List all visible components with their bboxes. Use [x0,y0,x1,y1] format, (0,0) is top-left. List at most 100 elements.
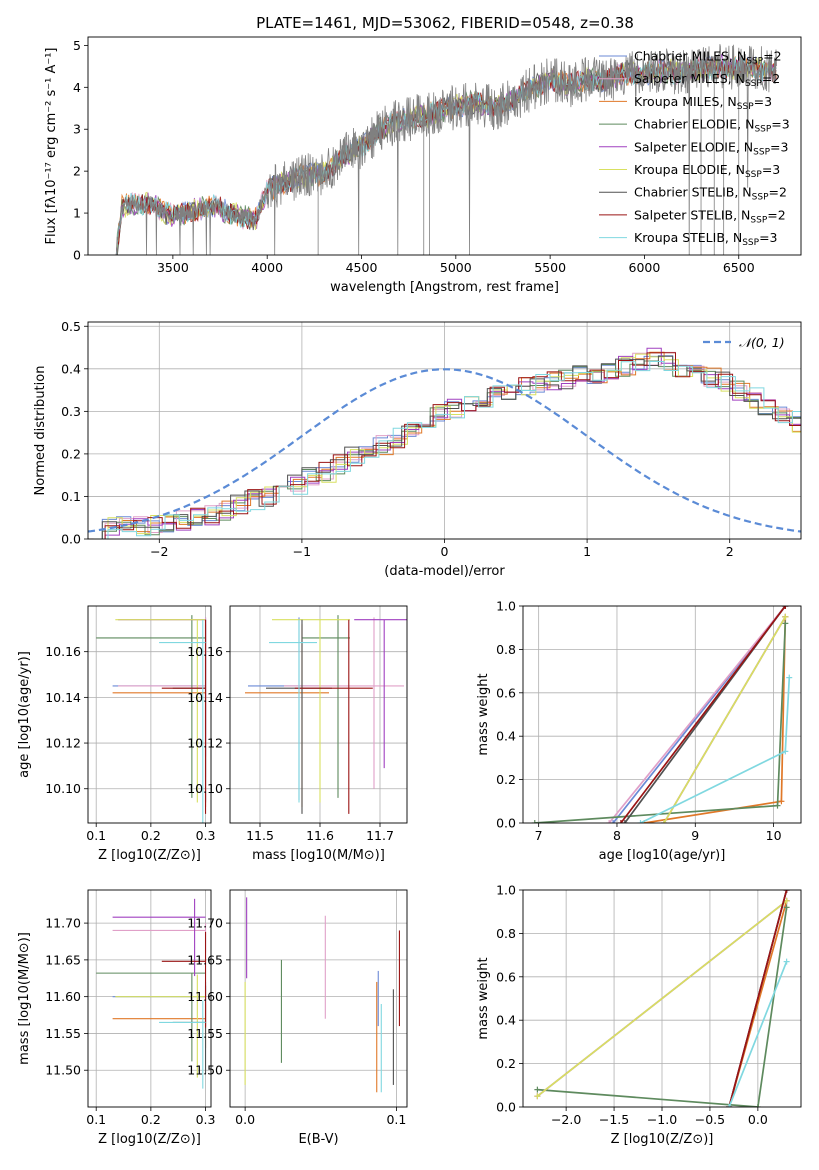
weight-line [620,606,786,823]
y-tick-label: 5 [73,38,81,53]
y-tick-label: 11.50 [187,1063,223,1078]
legend-text-tail: =2 [762,71,780,86]
y-tick-label: 0.5 [61,319,81,334]
x-tick-label: −2.0 [551,1112,581,1127]
y-tick-label: 0.0 [496,816,516,831]
y-tick-label: 11.70 [187,916,223,931]
axes-mass-vs-ebv: 0.0 0.1 11.50 11.55 11.60 11.65 11.70 E(B-V) [187,889,408,1147]
legend-text: Chabrier MILES, N [634,49,746,64]
axes-frame [229,889,408,1108]
y-tick-label: 0.8 [496,926,516,941]
x-axis-label: Z [log10(Z/Z⊙)] [98,1132,201,1147]
legend-entry: Kroupa MILES, NSSP=3 [634,94,772,112]
y-tick-label: 0.0 [496,1100,516,1115]
legend-text-tail: =2 [769,185,787,200]
x-tick-label: 0.3 [196,1112,216,1127]
y-tick-label: 1.0 [496,599,516,614]
axes-frame [229,605,408,824]
y-tick-label: 0.1 [61,489,81,504]
plot-area [115,44,777,255]
y-tick-label: 0.4 [61,361,81,376]
x-tick-label: 0.0 [235,1112,255,1127]
x-axis-label: wavelength [Angstrom, rest frame] [330,280,559,295]
legend-text-tail: =2 [763,49,781,64]
y-tick-label: 10.16 [45,644,81,659]
plot-area [245,615,407,814]
y-tick-label: 10.14 [187,690,223,705]
y-axis-label: mass weight [476,957,491,1039]
x-tick-label: 0.3 [196,828,216,843]
axes-mass-vs-Z: 0.1 0.2 0.3 11.50 11.55 11.60 11.65 11.70 Z [log… [17,889,216,1147]
legend-entry: Salpeter ELODIE, NSSP=3 [634,139,788,157]
legend-text: Chabrier STELIB, N [634,185,752,200]
legend-entry: Salpeter MILES, NSSP=2 [634,71,780,89]
plot-area [96,615,207,823]
y-axis-label: Normed distribution [33,366,48,496]
x-tick-label: −0.5 [695,1112,725,1127]
legend-entry: Kroupa STELIB, NSSP=3 [634,230,778,248]
weight-line [728,890,788,1107]
x-tick-label: 5000 [440,260,472,275]
legend-text: Salpeter ELODIE, N [634,139,753,154]
axes-residuals: −2 −1 0 1 2 0.0 0.1 0.2 0.3 0.4 0.5 (data-model)/er… [33,319,802,579]
legend-subscript: SSP [742,238,759,248]
legend-text: Kroupa MILES, N [634,94,737,109]
y-tick-label: 11.65 [45,952,81,967]
model-spectrum [115,56,777,255]
model-spectrum [115,58,777,255]
axes-spectrum: 3500 4000 4500 5000 5500 6000 6500 0 1 2 3 4 5 wavele… [44,36,802,295]
x-axis-label: age [log10(age/yr)] [599,848,726,863]
legend-entry: Salpeter STELIB, NSSP=2 [634,207,786,225]
y-tick-label: 10.10 [187,781,223,796]
y-tick-label: 1.0 [496,883,516,898]
residual-histogram [90,352,801,539]
residual-histogram [90,351,801,539]
y-tick-label: 2 [73,164,81,179]
legend-subscript: SSP [745,170,762,180]
legend-text-tail: =3 [771,117,789,132]
y-tick-label: 10.12 [187,736,223,751]
x-tick-label: 6000 [629,260,661,275]
legend-subscript: SSP [754,125,771,135]
x-tick-label: 0.1 [86,1112,106,1127]
y-axis-label: mass weight [476,673,491,755]
model-spectrum [115,56,777,255]
axes-frame [87,605,212,824]
legend-text-tail: =2 [767,207,785,222]
x-tick-label: 0.1 [386,1112,406,1127]
x-tick-label: 3500 [157,260,189,275]
legend-text: Kroupa ELODIE, N [634,162,745,177]
data-spectrum [115,44,777,255]
residual-histogram [93,361,801,539]
y-tick-label: 0.3 [61,404,81,419]
plot-area [531,606,793,823]
x-tick-label: 6500 [723,260,755,275]
legend-subscript: SSP [753,147,770,157]
x-tick-label: 0.2 [141,1112,161,1127]
y-tick-label: 0.2 [496,772,516,787]
x-tick-label: 1 [583,544,591,559]
legend-subscript: SSP [745,79,762,89]
x-axis-label: mass [log10(M/M⊙)] [252,848,385,863]
model-spectrum [115,56,777,255]
x-tick-label: 10 [766,828,782,843]
weight-line [728,961,788,1107]
x-tick-label: 4000 [251,260,283,275]
plot-area [88,347,801,539]
legend-text: Chabrier ELODIE, N [634,117,754,132]
weight-line [663,616,787,823]
y-tick-label: 0.2 [61,446,81,461]
normal-curve [88,368,801,533]
y-axis-label: age [log10(age/yr)] [17,651,32,778]
y-tick-label: 11.55 [187,1026,223,1041]
x-axis-label: (data-model)/error [384,564,505,579]
y-tick-label: 0.8 [496,642,516,657]
y-tick-label: 3 [73,122,81,137]
axes-frame [87,36,802,256]
x-tick-label: −2 [150,544,168,559]
axes-age-vs-Z: 0.1 0.2 0.3 10.10 10.12 10.14 10.16 Z [log10(Z/… [17,605,216,863]
legend-text: Salpeter STELIB, N [634,207,750,222]
plot-area [244,897,400,1093]
legend-text-tail: =3 [770,139,788,154]
